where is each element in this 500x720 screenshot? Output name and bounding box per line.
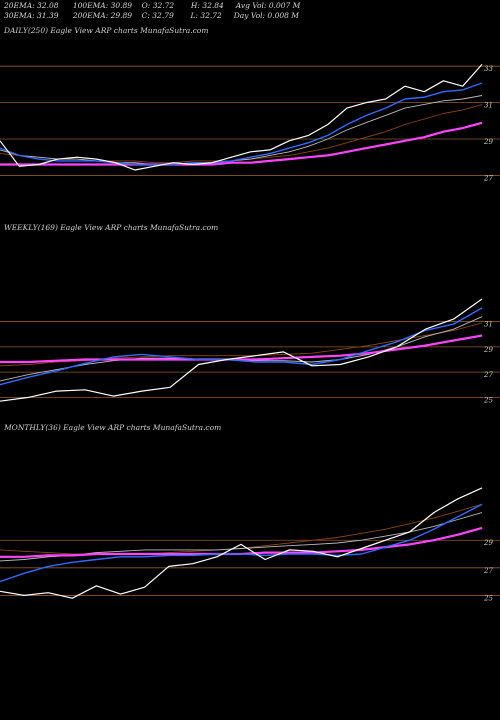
ema200-value: 200EMA: 29.89 — [72, 11, 133, 20]
panel-title-2: WEEKLY(169) Eagle View ARP charts Munafa… — [4, 223, 218, 232]
panel-title-3: MONTHLY(36) Eagle View ARP charts Munafa… — [3, 423, 221, 432]
y-tick-label: 29 — [483, 539, 493, 547]
close-value: C: 32.79 — [141, 11, 174, 20]
y-tick-label: 27 — [483, 174, 493, 182]
ema20-line — [0, 307, 483, 386]
avg-vol-value: Avg Vol: 0.007 M — [235, 1, 301, 10]
ema30-value: 30EMA: 31.39 — [4, 11, 59, 20]
y-tick-label: 27 — [483, 567, 493, 575]
y-tick-label: 31 — [484, 321, 493, 329]
ema20-line — [0, 82, 483, 166]
panel-title-1: DAILY(250) Eagle View ARP charts MunafaS… — [3, 26, 208, 35]
indicator-header-line1: 20EMA: 32.08 100EMA: 30.89 O: 32.72 H: 3… — [4, 1, 300, 11]
ema20-line — [0, 503, 483, 583]
ema200-line — [0, 334, 483, 364]
indicator-header-line2: 30EMA: 31.39 200EMA: 29.89 C: 32.79 L: 3… — [4, 11, 299, 21]
ema100-line — [0, 503, 483, 555]
ema30-line — [0, 316, 483, 382]
y-tick-label: 29 — [483, 346, 493, 354]
y-tick-label: 33 — [484, 65, 493, 73]
ema100-value: 100EMA: 30.89 — [72, 1, 133, 10]
price-line — [0, 64, 483, 171]
ema30-line — [0, 95, 483, 165]
y-tick-label: 25 — [483, 594, 493, 602]
price-line — [0, 487, 483, 599]
y-tick-label: 31 — [484, 102, 493, 110]
ema200-line — [0, 121, 483, 166]
low-value: L: 32.72 — [190, 11, 222, 20]
price-line — [0, 298, 483, 402]
day-vol-value: Day Vol: 0.008 M — [233, 11, 299, 20]
high-value: H: 32.84 — [190, 1, 224, 10]
y-tick-label: 27 — [483, 371, 493, 379]
ema20-value: 20EMA: 32.08 — [4, 1, 59, 10]
y-tick-label: 29 — [483, 138, 493, 146]
y-tick-label: 25 — [483, 396, 493, 404]
open-value: O: 32.72 — [141, 1, 175, 10]
